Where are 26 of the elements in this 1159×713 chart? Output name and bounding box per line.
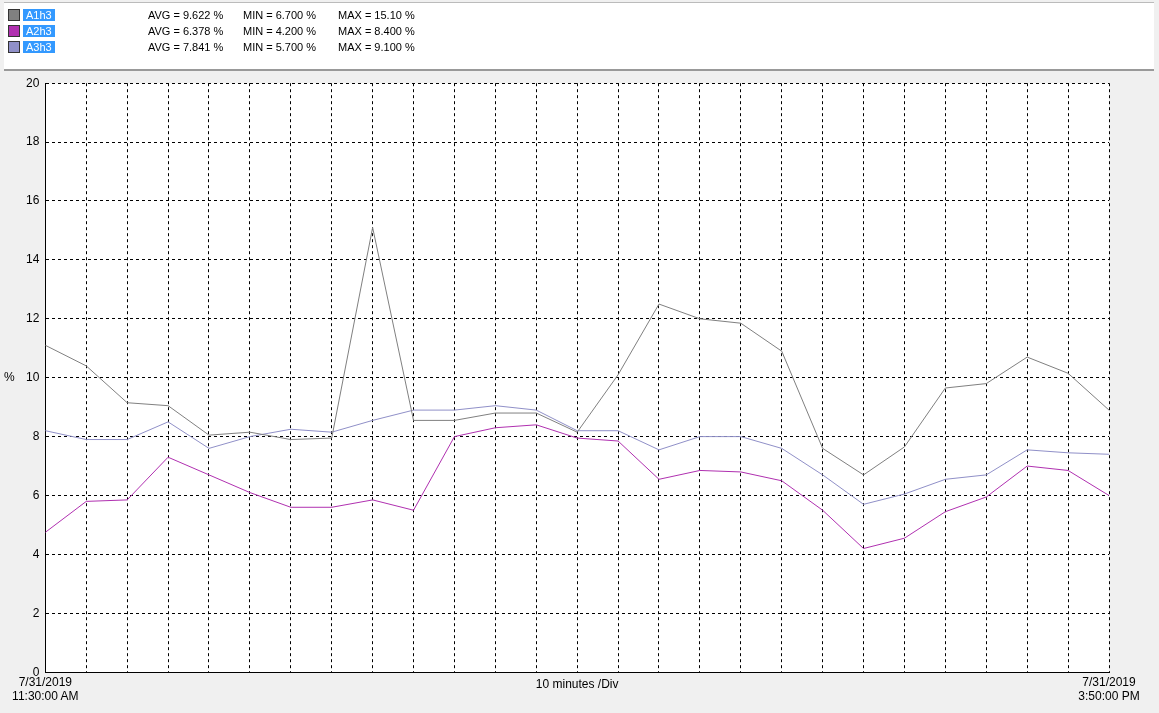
y-tick-label: 6 <box>32 487 40 502</box>
y-tick-label: 8 <box>32 428 40 443</box>
legend-label: A3h3 <box>23 41 55 53</box>
x-axis-title: 10 minutes /Div <box>535 676 619 691</box>
text: MIN = 5.700 % <box>243 41 317 53</box>
y-axis-title: % <box>4 370 15 385</box>
text: MAX = 9.100 % <box>338 41 415 53</box>
text: MIN = 6.700 % <box>243 9 317 21</box>
legend-label: A1h3 <box>23 9 55 21</box>
text: MIN = 4.200 % <box>243 25 317 37</box>
y-tick-label: 16 <box>25 193 40 208</box>
x-tick-label: 7/31/2019 11:30:00 AM <box>12 674 79 704</box>
text: AVG = 9.622 % <box>148 9 224 21</box>
x-tick-label: 7/31/2019 3:50:00 PM <box>1078 674 1140 704</box>
y-tick-label: 2 <box>32 605 40 620</box>
legend-label: A2h3 <box>23 25 55 37</box>
text: MAX = 15.10 % <box>338 9 415 21</box>
y-tick-label: 20 <box>25 75 40 90</box>
y-tick-label: 12 <box>25 311 40 326</box>
y-tick-label: 4 <box>32 546 40 561</box>
y-tick-label: 18 <box>25 134 40 149</box>
text: AVG = 6.378 % <box>148 25 224 37</box>
text: AVG = 7.841 % <box>148 41 224 53</box>
y-tick-label: 14 <box>25 252 40 267</box>
text: MAX = 8.400 % <box>338 25 415 37</box>
y-tick-label: 10 <box>25 370 40 385</box>
